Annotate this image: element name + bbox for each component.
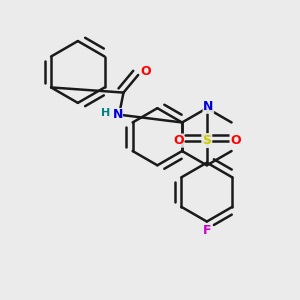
Text: O: O [230,134,241,147]
Text: N: N [112,108,123,121]
Text: N: N [203,100,214,113]
Text: S: S [202,134,211,147]
Text: F: F [202,224,211,237]
Text: O: O [173,134,184,147]
Text: H: H [101,108,110,118]
Text: O: O [140,65,151,79]
